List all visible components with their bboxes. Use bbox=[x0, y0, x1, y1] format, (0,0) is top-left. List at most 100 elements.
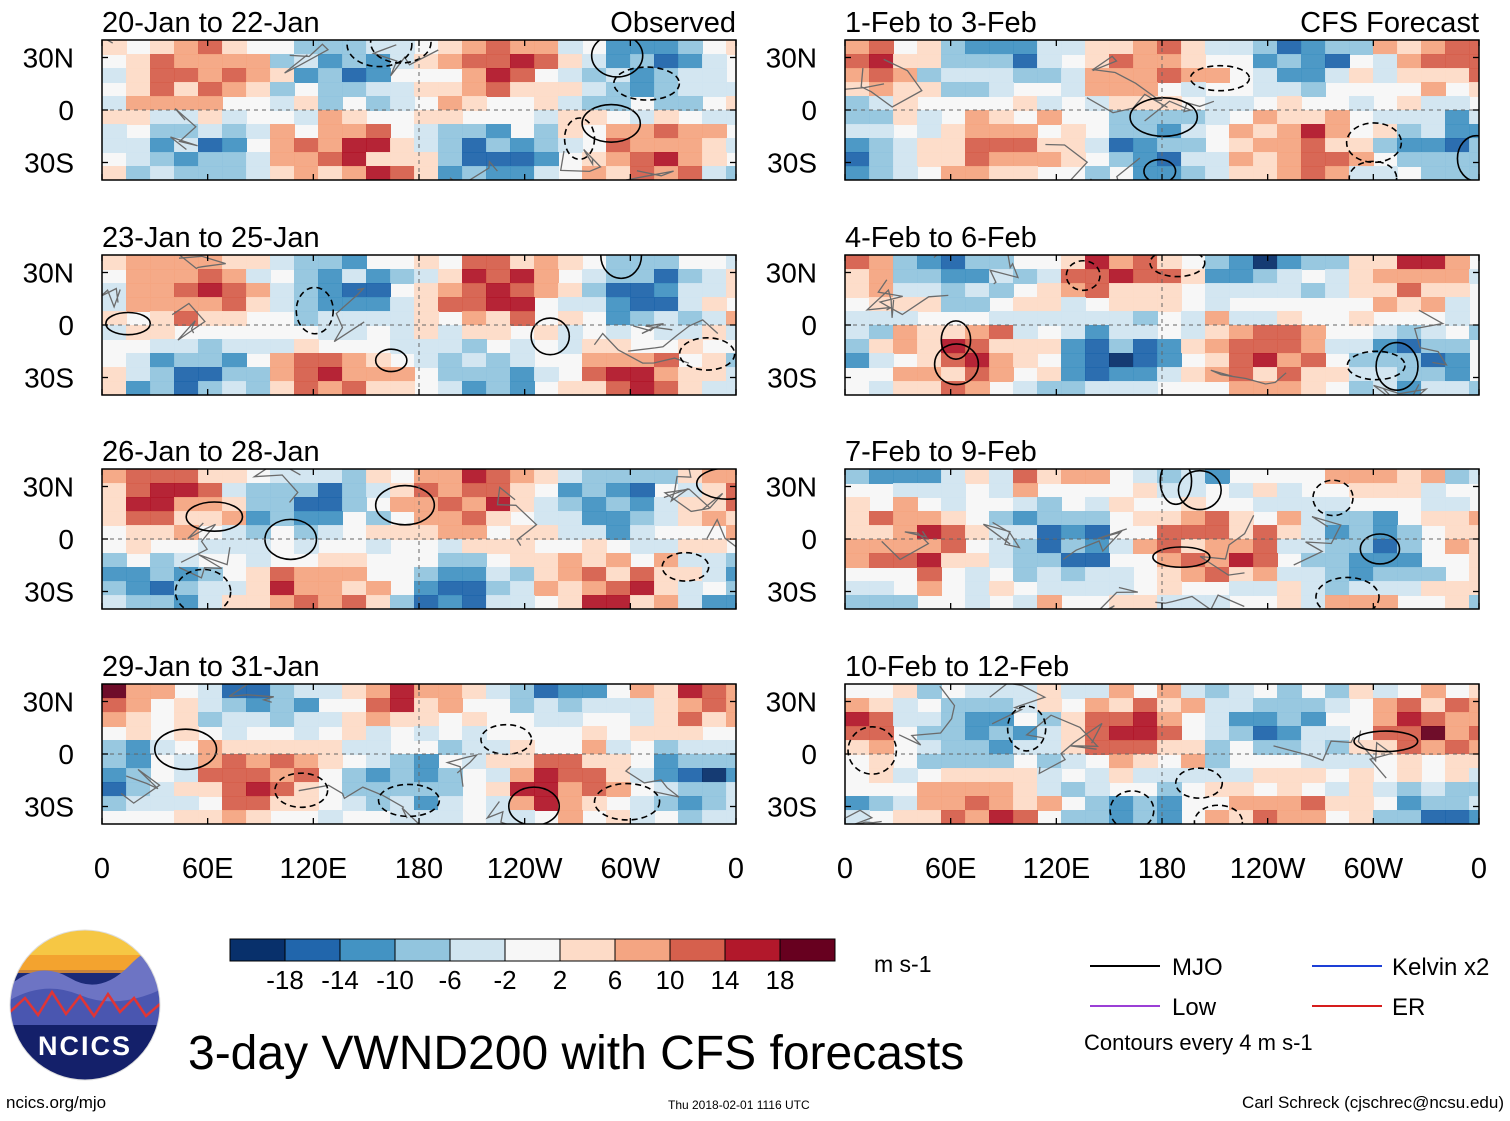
anomaly-cell bbox=[702, 124, 727, 139]
anomaly-cell bbox=[1013, 54, 1038, 69]
anomaly-cell bbox=[246, 166, 271, 180]
anomaly-cell bbox=[342, 297, 367, 312]
anomaly-cell bbox=[222, 483, 247, 498]
anomaly-cell bbox=[390, 297, 415, 312]
anomaly-cell bbox=[1037, 726, 1062, 741]
anomaly-cell bbox=[893, 796, 918, 811]
anomaly-cell bbox=[270, 740, 295, 755]
anomaly-cell bbox=[1301, 567, 1326, 582]
anomaly-cell bbox=[102, 740, 127, 755]
panel-title: 20-Jan to 22-Jan bbox=[102, 7, 320, 39]
anomaly-cell bbox=[270, 367, 295, 382]
anomaly-cell bbox=[989, 469, 1014, 484]
anomaly-cell bbox=[1037, 511, 1062, 526]
anomaly-cell bbox=[1373, 726, 1398, 741]
anomaly-cell bbox=[414, 311, 439, 326]
anomaly-cell bbox=[1229, 768, 1254, 783]
anomaly-cell bbox=[1085, 796, 1110, 811]
anomaly-cell bbox=[1421, 138, 1446, 153]
anomaly-cell bbox=[965, 381, 990, 395]
anomaly-cell bbox=[1397, 96, 1422, 111]
anomaly-cell bbox=[126, 381, 151, 395]
anomaly-cell bbox=[630, 311, 655, 326]
anomaly-cell bbox=[246, 339, 271, 354]
anomaly-cell bbox=[462, 581, 487, 596]
anomaly-cell bbox=[294, 595, 319, 609]
anomaly-cell bbox=[1373, 553, 1398, 568]
anomaly-cell bbox=[678, 54, 703, 69]
anomaly-cell bbox=[558, 511, 583, 526]
anomaly-cell bbox=[1325, 255, 1350, 270]
anomaly-cell bbox=[582, 525, 607, 540]
anomaly-cell bbox=[342, 138, 367, 153]
anomaly-cell bbox=[534, 684, 559, 699]
anomaly-cell bbox=[366, 138, 391, 153]
mjo-contour bbox=[377, 783, 441, 818]
anomaly-cell bbox=[1325, 40, 1350, 55]
anomaly-cell bbox=[126, 297, 151, 312]
anomaly-cell bbox=[654, 82, 679, 97]
anomaly-cell bbox=[1397, 54, 1422, 69]
anomaly-cell bbox=[989, 339, 1014, 354]
anomaly-cell bbox=[869, 325, 894, 340]
anomaly-cell bbox=[438, 152, 463, 167]
anomaly-cell bbox=[198, 469, 223, 484]
y-tick-label: 0 bbox=[801, 95, 817, 126]
anomaly-cell bbox=[1421, 283, 1446, 298]
coastline bbox=[120, 768, 161, 804]
anomaly-cell bbox=[1469, 82, 1479, 97]
anomaly-cell bbox=[414, 525, 439, 540]
anomaly-cell bbox=[702, 483, 727, 498]
anomaly-cell bbox=[1349, 768, 1374, 783]
anomaly-cell bbox=[222, 810, 247, 824]
anomaly-cell bbox=[1013, 810, 1038, 824]
anomaly-cell bbox=[1253, 381, 1278, 395]
anomaly-cell bbox=[1253, 698, 1278, 713]
anomaly-cell bbox=[1109, 684, 1134, 699]
coastline bbox=[180, 522, 217, 563]
anomaly-cell bbox=[414, 768, 439, 783]
anomaly-cell bbox=[366, 297, 391, 312]
anomaly-cell bbox=[366, 469, 391, 484]
x-tick-label: 0 bbox=[837, 853, 853, 885]
anomaly-cell bbox=[270, 54, 295, 69]
mjo-contour bbox=[933, 343, 980, 386]
anomaly-cell bbox=[102, 698, 127, 713]
anomaly-cell bbox=[1229, 124, 1254, 139]
anomaly-cell bbox=[438, 166, 463, 180]
anomaly-cell bbox=[630, 255, 655, 270]
anomaly-cell bbox=[486, 54, 511, 69]
anomaly-cell bbox=[534, 796, 559, 811]
anomaly-cell bbox=[1349, 166, 1374, 180]
anomaly-cell bbox=[558, 138, 583, 153]
anomaly-cell bbox=[438, 782, 463, 797]
anomaly-cell bbox=[1277, 283, 1302, 298]
source-url[interactable]: ncics.org/mjo bbox=[6, 1093, 107, 1112]
anomaly-cell bbox=[486, 511, 511, 526]
anomaly-cell bbox=[1349, 525, 1374, 540]
anomaly-cell bbox=[1061, 311, 1086, 326]
anomaly-cell bbox=[246, 269, 271, 284]
anomaly-cell bbox=[1277, 712, 1302, 727]
anomaly-cell bbox=[1301, 124, 1326, 139]
anomaly-cell bbox=[246, 82, 271, 97]
anomaly-cell bbox=[534, 567, 559, 582]
anomaly-cell bbox=[1277, 539, 1302, 554]
anomaly-cell bbox=[1205, 810, 1230, 824]
anomaly-cell bbox=[462, 283, 487, 298]
coastline bbox=[845, 809, 882, 824]
anomaly-cell bbox=[1205, 782, 1230, 797]
anomaly-cell bbox=[534, 712, 559, 727]
anomaly-cell bbox=[174, 595, 199, 609]
anomaly-cell bbox=[1253, 325, 1278, 340]
anomaly-cell bbox=[1253, 40, 1278, 55]
anomaly-cell bbox=[941, 726, 966, 741]
logo-text: NCICS bbox=[38, 1031, 132, 1061]
anomaly-cell bbox=[414, 754, 439, 769]
anomaly-cell bbox=[1301, 810, 1326, 824]
coastline bbox=[102, 287, 121, 309]
mjo-contour bbox=[1312, 479, 1354, 517]
anomaly-cell bbox=[1181, 539, 1206, 554]
anomaly-cell bbox=[150, 782, 175, 797]
